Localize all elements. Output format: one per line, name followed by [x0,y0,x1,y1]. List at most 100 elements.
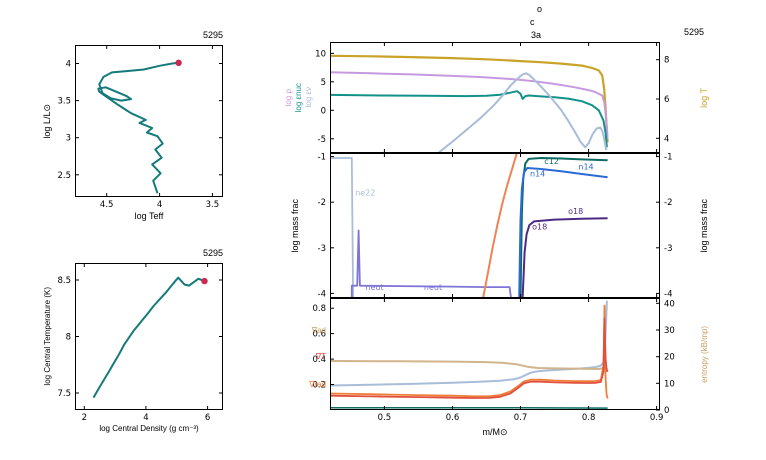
log-eps-nuc-line [330,90,608,148]
grads-ytick-right-label: 40 [664,299,675,309]
abund-ytick-right-label: -4 [664,289,672,299]
entropy-ylabel: entropy (kB/mp) [699,325,709,383]
h1-line [482,153,518,298]
curve-label-n14: n14 [530,170,545,179]
powers-ylabel-logrho: log ρ [283,88,293,107]
abundance-profile-panel: -1 -2 -3 -4 -1 -2 -3 -4 ne22 neut neut c12 n14 n14 o18… [318,153,673,300]
powers-plot-border [330,42,660,153]
n14-line [518,167,608,298]
grad-rad-label: ∇rad [309,380,326,389]
burn-label-o: o [537,4,543,14]
trho-xtick-label: 4 [143,413,148,423]
powers-ytick-label: 5 [321,78,326,88]
central-trho-panel: 2 4 6 7.5 8 8.5 [57,263,223,423]
powers-ytick-right-label: 4 [664,134,669,144]
powers-ylabel-wrap: log ρ log εnuc log εν [280,42,316,153]
grads-ytick-label: 0.8 [312,304,326,314]
powers-ytick-right-label: 8 [664,56,669,66]
trho-track-line [92,276,205,399]
powers-ytick-label: 10 [315,49,326,59]
grad-ad-line [330,342,609,371]
hr-ytick-label: 2.5 [57,171,71,181]
ne22-line [330,157,354,298]
grads-ytick-label: 0.2 [312,381,326,391]
grads-ytick-label: 0.6 [312,330,326,340]
trho-svg: 2 4 6 7.5 8 8.5 [57,263,223,423]
powers-ytick-right-label: 6 [664,95,669,105]
log-eps-nu-line [438,72,608,153]
o18-line [521,217,608,298]
grads-xtick-label: 0.9 [650,413,664,423]
hr-ylabel-wrap: log L/L⊙ [40,45,54,197]
logT-ylabel: log T [699,87,709,108]
trho-model-number: 5295 [202,248,223,258]
abund-ytick-label: -3 [318,244,326,254]
trho-ylabel-wrap: log Central Temperature (K) [40,263,54,410]
grads-ytick-right-label: 0 [664,406,669,416]
hr-track-line [97,61,179,194]
grads-ytick-right-label: 10 [664,379,675,389]
hr-ylabel: log L/L⊙ [42,103,52,139]
powers-ylabel-epsnu: log εν [303,87,313,108]
trho-current-model [201,277,208,285]
trho-plot-border [75,263,223,410]
curve-label-neut: neut [424,283,442,292]
abund-ytick-right-label: -2 [664,198,672,208]
grads-ytick-right-label: 30 [664,326,675,336]
grads-xtick-label: 0.8 [582,413,596,423]
curve-label-o18: o18 [568,207,583,216]
hr-plot-border [75,45,223,197]
profile-model-number: 5295 [684,27,705,37]
powers-ylabel-epsnuc: log εnuc [293,82,303,113]
trho-xlabel: log Central Density (g cm⁻³) [99,424,199,433]
hr-xtick-label: 3.5 [206,200,220,210]
curve-label-o18: o18 [532,223,547,232]
hr-model-number: 5295 [202,30,223,40]
grads-xtick-label: 0.6 [446,413,460,423]
log-rho-line [330,71,609,139]
grad-T-line [330,317,609,399]
abund-svg: -1 -2 -3 -4 -1 -2 -3 -4 ne22 neut neut c12 n14 n14 o18… [318,153,673,300]
neut-line [350,229,512,298]
abund-ylabel: log mass frac [290,198,300,253]
hr-xtick-label: 4.5 [100,200,114,210]
hr-diagram-panel: 4.5 4 3.5 2.5 3 3.5 4 [57,45,223,210]
burn-label-3a: 3a [531,30,542,40]
entropy-line [330,300,608,387]
trho-ytick-label: 8 [66,333,71,343]
abund-ytick-right-label: -1 [664,153,672,163]
abund-ylabel-right-wrap: log mass frac [697,153,711,298]
hr-ytick-label: 4 [66,60,71,70]
hr-xtick-label: 4 [157,200,162,210]
trho-xtick-label: 2 [82,413,87,423]
curve-label-ne22: ne22 [355,188,375,197]
abund-ytick-label: -1 [318,153,326,163]
abund-ytick-right-label: -3 [664,244,672,254]
curve-label-c12: c12 [544,157,559,166]
entropy-ylabel-wrap: entropy (kB/mp) [697,298,711,410]
abund-ytick-label: -4 [318,289,326,299]
trho-ylabel: log Central Temperature (K) [42,287,52,386]
powers-ytick-label: 0 [321,106,326,116]
trho-ytick-label: 8.5 [57,276,71,286]
abund-ylabel-right: log mass frac [699,198,709,253]
curve-label-neut: neut [365,283,383,292]
grad-ad-label: ∇ad [311,326,326,335]
hr-ytick-label: 3 [66,134,71,144]
powers-svg: 10 5 0 -5 8 6 4 [315,42,669,153]
grads-svg: 0.5 0.6 0.7 0.8 0.9 0.2 0.4 0.6 0.8 0 10 20 30 40 [312,298,675,423]
grads-ytick-right-label: 20 [664,353,675,363]
grads-ytick-label: 0.4 [312,355,326,365]
hr-ytick-label: 3.5 [57,97,71,107]
power-profile-panel: 10 5 0 -5 8 6 4 [315,42,669,153]
grads-xtick-label: 0.5 [378,413,392,423]
logT-ylabel-wrap: log T [697,42,711,153]
abund-plot-border [330,153,660,298]
mass-coordinate-xlabel: m/M⊙ [482,427,508,437]
burn-label-c: c [530,17,535,27]
abund-ytick-label: -2 [318,198,326,208]
log-T-line [330,54,609,143]
curve-label-n14: n14 [578,162,593,171]
trho-ytick-label: 7.5 [57,389,71,399]
